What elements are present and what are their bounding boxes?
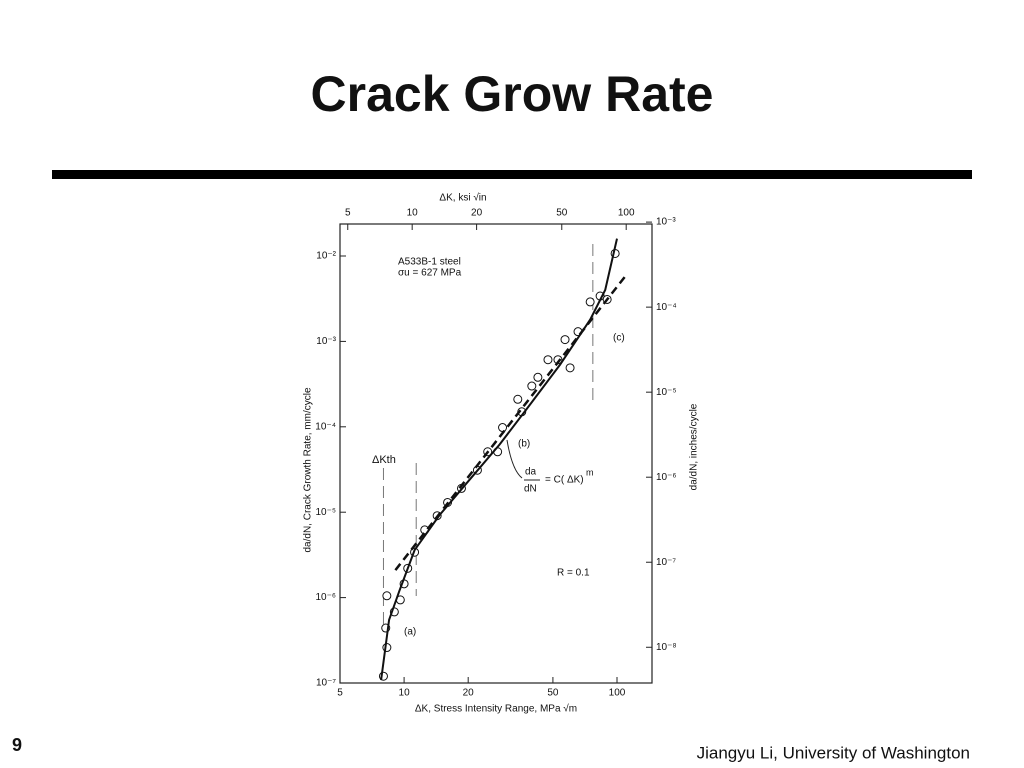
annotation: R = 0.1 [557,568,590,579]
y2-tick-label: 10⁻⁶ [656,472,677,483]
annotation: (c) [613,333,625,344]
footer-author: Jiangyu Li, University of Washington [697,743,970,762]
x-tick-label: 10 [399,688,411,699]
x-tick-label: 50 [547,688,559,699]
y-tick-label: 10⁻⁴ [315,421,336,432]
title-rule [52,170,972,179]
annotation: ΔKth [372,454,396,466]
data-point [560,335,570,345]
data-point [527,381,537,391]
y-tick-label: 10⁻⁵ [315,507,336,518]
x-tick-label: 5 [337,688,343,699]
y2-tick-label: 10⁻⁴ [656,302,677,313]
y-tick-label: 10⁻³ [316,336,336,347]
annotation: = C( ΔK) [545,475,584,486]
annotation: A533B-1 steel [398,257,461,268]
fit-curve [380,238,618,681]
x2-tick-label: 20 [471,208,483,219]
y-tick-label: 10⁻² [316,251,336,262]
plot-frame [339,223,653,684]
y2-tick-label: 10⁻⁷ [656,557,676,568]
leader [506,439,523,479]
x-tick-label: 20 [463,688,475,699]
data-point [382,591,392,601]
x2-tick-label: 10 [407,208,419,219]
data-point [585,297,595,307]
data-point [533,372,543,382]
x2-tick-label: 5 [345,208,351,219]
x2-tick-label: 100 [618,208,635,219]
y2-axis-title: da/dN, inches/cycle [689,403,700,490]
x2-tick-label: 50 [556,208,568,219]
y-tick-label: 10⁻⁷ [316,678,336,689]
x-axis-title: ΔK, Stress Intensity Range, MPa √m [415,703,577,715]
slide-title: Crack Grow Rate [311,66,714,122]
y-axis-title: da/dN, Crack Growth Rate, mm/cycle [303,387,314,552]
annotation: (b) [518,439,530,450]
x-tick-label: 100 [609,688,626,699]
annotation: σu = 627 MPa [398,268,462,279]
y2-tick-label: 10⁻⁵ [656,387,677,398]
data-point [513,394,523,404]
data-point [565,363,575,373]
data-point [543,355,553,365]
annotation: dN [524,484,537,495]
y2-tick-label: 10⁻⁸ [656,642,677,653]
annotation: m [586,467,594,477]
data-point [498,423,508,433]
annotation: (a) [404,627,416,638]
y-tick-label: 10⁻⁶ [315,592,336,603]
x2-axis-title: ΔK, ksi √in [439,192,486,204]
page-number: 9 [12,735,22,755]
y2-tick-label: 10⁻³ [656,217,676,228]
paris-line [394,274,627,571]
annotation: da [525,467,537,478]
